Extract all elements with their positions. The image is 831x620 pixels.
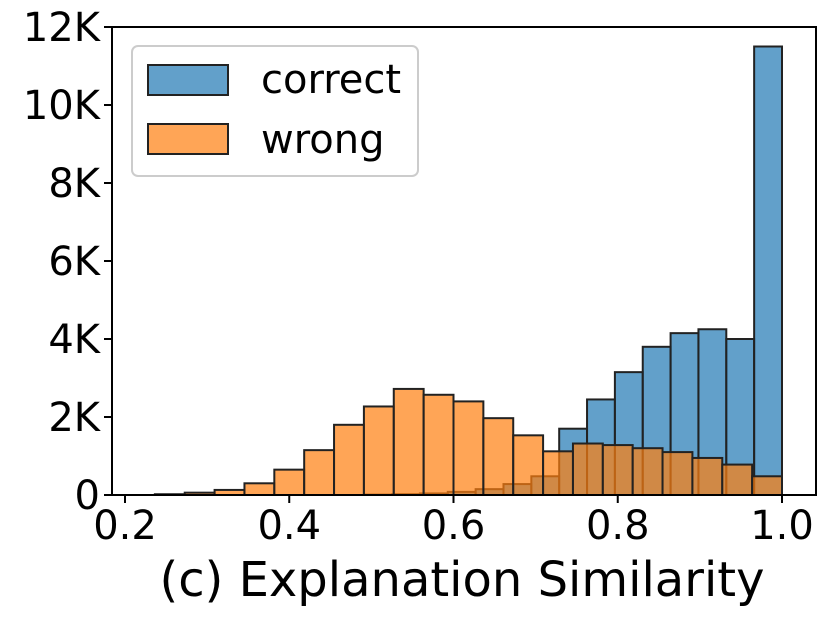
x-axis: 0.2 0.4 0.6 0.8 1.0: [93, 495, 814, 549]
x-tick-label: 0.4: [257, 503, 321, 549]
y-axis: 0 2K 4K 6K 8K 10K 12K: [23, 5, 112, 519]
bar-wrong-15: [571, 442, 604, 496]
bar-wrong-9: [392, 387, 425, 497]
bar-wrong-10: [422, 393, 455, 496]
bar-wrong-13: [512, 434, 545, 496]
bar-wrong-6: [303, 449, 336, 496]
bar-wrong-21: [751, 475, 783, 496]
bar-wrong-12: [482, 417, 515, 497]
bar-wrong-4: [243, 482, 276, 496]
bar-wrong-14: [542, 450, 574, 497]
bar-wrong-17: [631, 447, 664, 497]
y-tick-label: 2K: [48, 395, 101, 441]
bar-wrong-5: [273, 468, 306, 496]
bar-wrong-16: [601, 444, 634, 496]
y-tick-label: 8K: [48, 161, 101, 207]
y-tick-label: 10K: [23, 83, 102, 129]
bar-wrong-11: [452, 400, 485, 496]
y-tick-label: 4K: [48, 317, 101, 363]
bar-wrong-20: [721, 463, 754, 496]
bar-wrong-19: [691, 456, 724, 497]
legend-swatch-wrong: [147, 123, 229, 155]
x-tick-label: 0.2: [93, 503, 157, 549]
legend: correct wrong: [131, 45, 419, 177]
y-tick-label: 12K: [23, 5, 102, 51]
bar-wrong-8: [362, 405, 395, 496]
x-tick-label: 0.6: [422, 503, 486, 549]
bar-correct-22: [753, 45, 784, 496]
y-tick-label: 6K: [48, 239, 101, 285]
y-tick-label: 0: [75, 473, 100, 519]
x-tick-label: 0.8: [586, 503, 650, 549]
bar-wrong-18: [661, 451, 694, 497]
bar-wrong-7: [333, 423, 365, 496]
legend-swatch-correct: [147, 64, 229, 96]
legend-label-wrong: wrong: [261, 117, 385, 163]
legend-label-correct: correct: [261, 57, 401, 103]
x-tick-label: 1.0: [750, 503, 814, 549]
x-axis-label: (c) Explanation Similarity: [159, 552, 764, 608]
